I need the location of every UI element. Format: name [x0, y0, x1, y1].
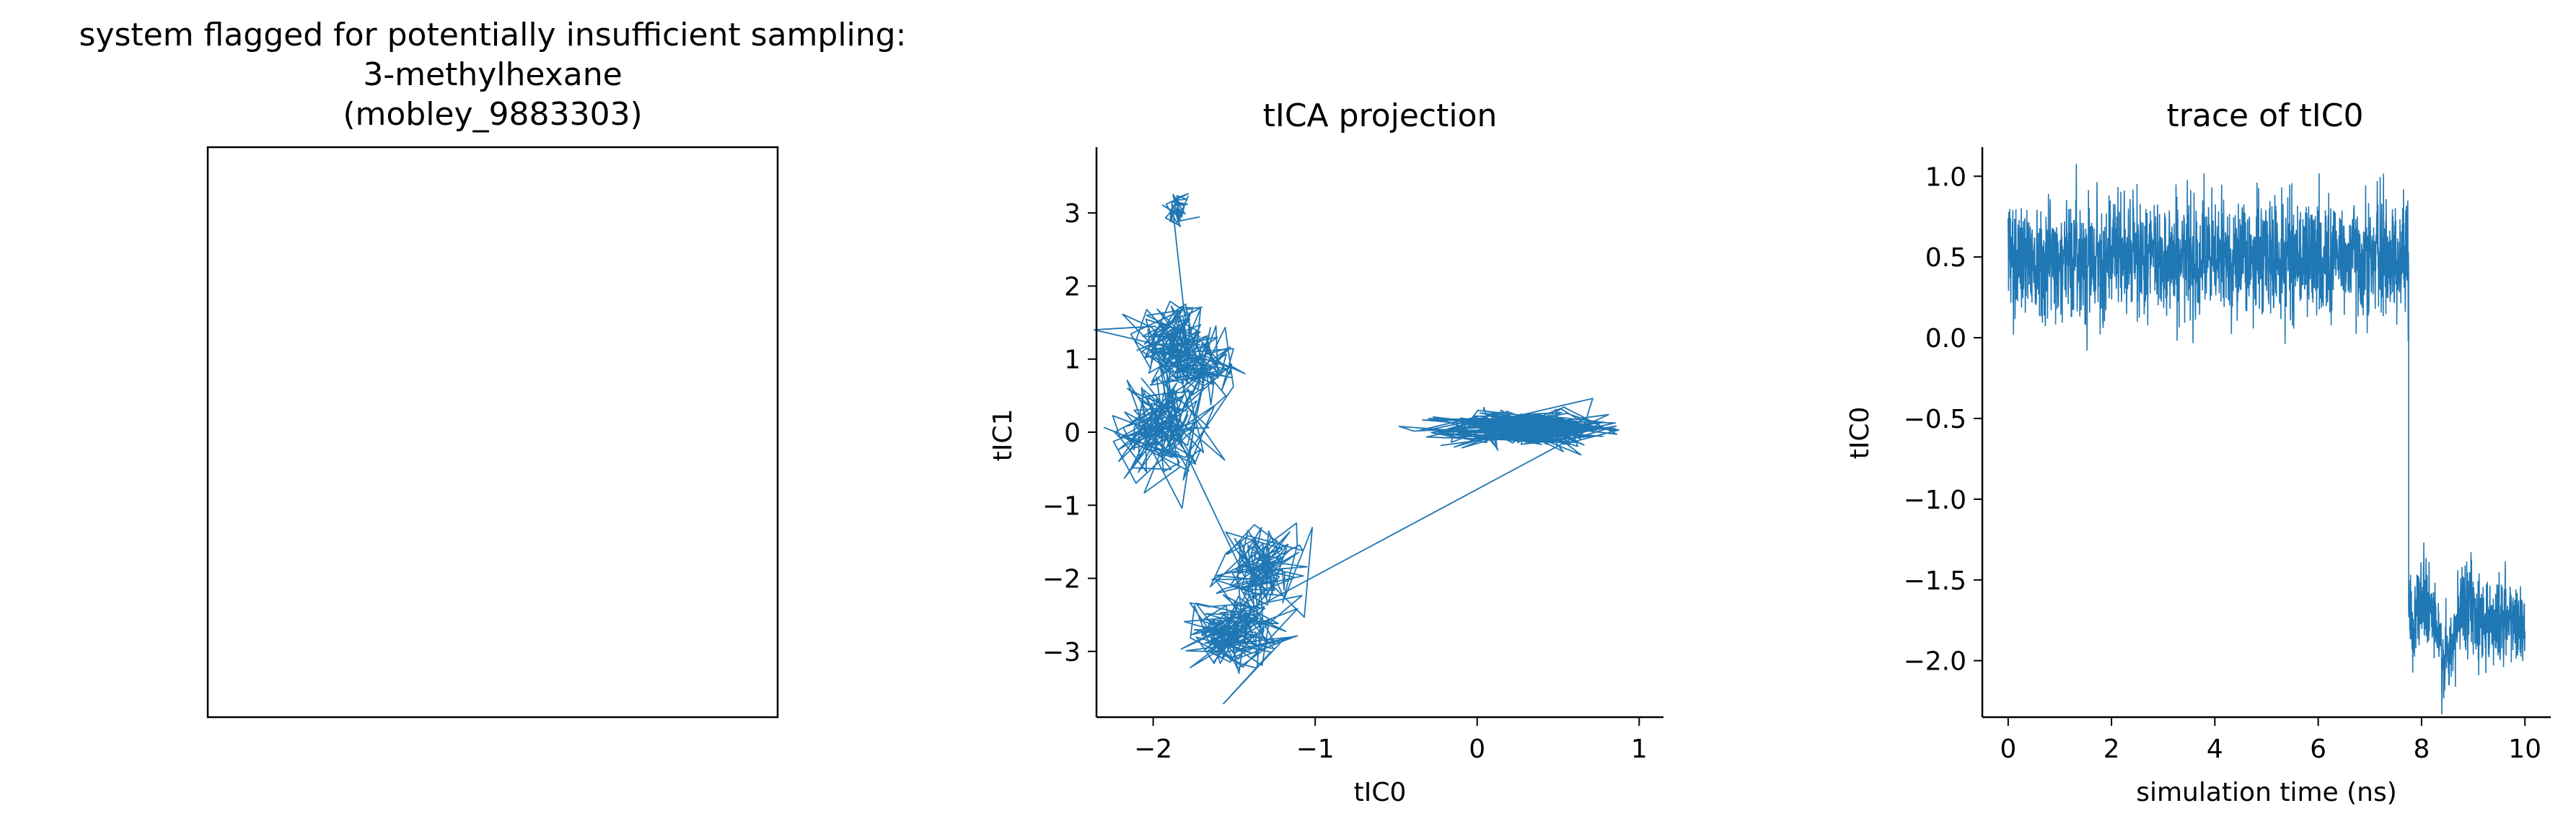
p2-y-tick-label: 3 [1064, 199, 1081, 229]
p2-x-tick-label: 1 [1631, 734, 1648, 764]
p3-x-tick-label: 6 [2310, 734, 2326, 764]
p2-y-tick-label: −2 [1042, 565, 1081, 595]
p2-x-ticks: −2 −1 0 1 [1134, 717, 1648, 764]
p2-x-tick-label: 0 [1469, 734, 1485, 764]
p3-y-tick-label: −1.0 [1904, 486, 1966, 515]
p3-y-axis-label: tIC0 [1845, 407, 1875, 460]
panel-empty: system flagged for potentially insuffici… [79, 17, 907, 719]
p2-y-tick-label: 2 [1064, 272, 1081, 302]
p3-x-axis-label: simulation time (ns) [2136, 778, 2397, 807]
p3-y-tick-label: 0.5 [1925, 243, 1966, 273]
p3-x-tick-label: 0 [2000, 734, 2016, 764]
p3-y-tick-label: −2.0 [1904, 647, 1966, 677]
p3-x-tick-label: 8 [2413, 734, 2430, 764]
panel1-title-line3: (mobley_9883303) [343, 96, 642, 133]
panel-tica-projection: tICA projection −2 −1 0 1 −3 −2 −1 0 1 2 3 tIC0 t… [988, 97, 1663, 807]
tica-trajectory [1093, 193, 1620, 705]
panel1-title-line1: system flagged for potentially insuffici… [79, 17, 907, 53]
p2-y-tick-label: 1 [1064, 346, 1081, 375]
tic0-trace-line [2008, 164, 2526, 715]
p2-y-axis-label: tIC1 [988, 409, 1018, 462]
p2-y-ticks: −3 −2 −1 0 1 2 3 [1042, 199, 1096, 667]
p3-x-tick-label: 10 [2508, 734, 2541, 764]
tica-trajectory-path [1093, 193, 1620, 705]
p2-x-tick-label: −1 [1296, 734, 1335, 764]
p2-x-tick-label: −2 [1134, 734, 1172, 764]
p2-y-tick-label: 0 [1064, 418, 1081, 448]
panel-trace-tic0: trace of tIC0 0 2 4 6 8 10 −2.0 −1.5 −1.0 −0.5 0.… [1845, 97, 2551, 807]
p3-y-tick-label: −0.5 [1904, 405, 1966, 434]
p2-x-axis-label: tIC0 [1354, 778, 1407, 807]
panel2-title: tICA projection [1263, 97, 1498, 134]
p3-x-ticks: 0 2 4 6 8 10 [2000, 717, 2541, 764]
panel3-title: trace of tIC0 [2167, 97, 2364, 134]
p3-y-ticks: −2.0 −1.5 −1.0 −0.5 0.0 0.5 1.0 [1904, 162, 1982, 677]
p3-y-tick-label: −1.5 [1904, 566, 1966, 596]
empty-plot-frame [206, 146, 779, 719]
tic0-trace-path [2008, 164, 2526, 715]
panel1-title-line2: 3-methylhexane [363, 56, 622, 93]
p3-y-tick-label: 1.0 [1925, 162, 1966, 192]
p3-x-tick-label: 2 [2104, 734, 2120, 764]
p3-x-tick-label: 4 [2207, 734, 2223, 764]
p3-y-tick-label: 0.0 [1925, 324, 1966, 354]
p2-y-tick-label: −1 [1042, 491, 1081, 521]
p2-y-tick-label: −3 [1042, 638, 1081, 667]
